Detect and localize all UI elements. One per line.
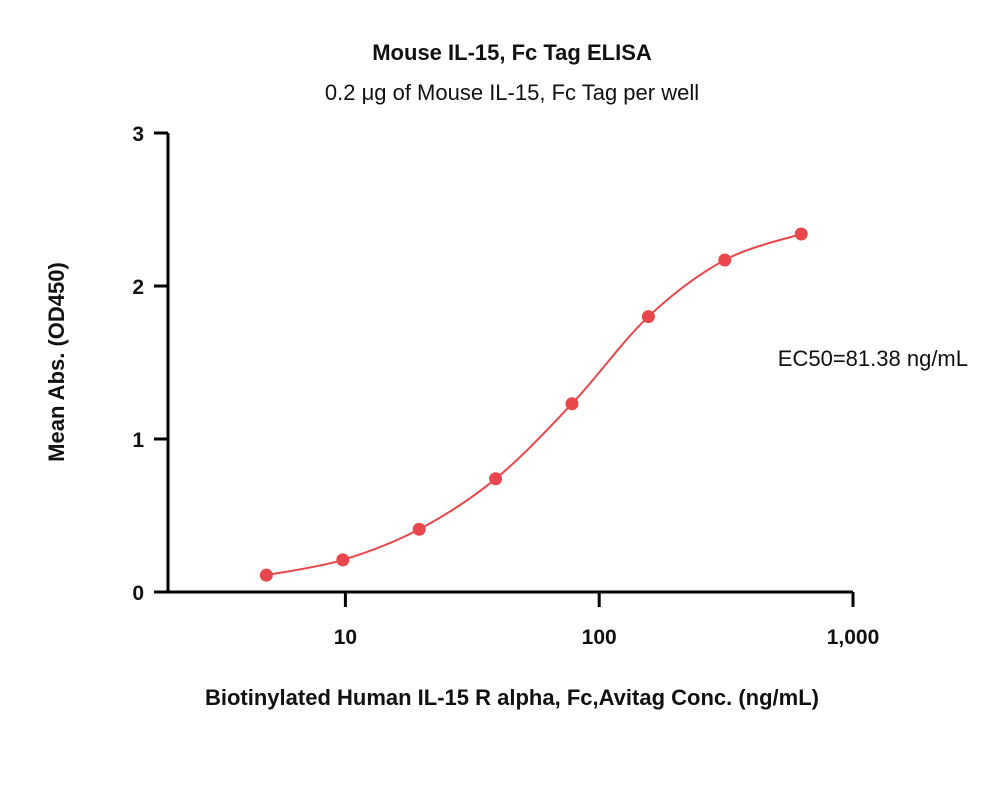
data-point xyxy=(489,472,503,486)
ec50-annotation: EC50=81.38 ng/mL xyxy=(778,346,968,371)
axes xyxy=(166,133,853,594)
chart-subtitle: 0.2 μg of Mouse IL-15, Fc Tag per well xyxy=(325,80,699,105)
y-tick-label: 3 xyxy=(132,123,144,146)
data-point xyxy=(565,397,579,411)
x-tick-label: 100 xyxy=(582,626,617,649)
data-point xyxy=(336,553,350,567)
x-axis-label: Biotinylated Human IL-15 R alpha, Fc,Avi… xyxy=(205,685,819,710)
x-axis-ticks: 10 100 1,000 xyxy=(334,592,880,649)
chart-title: Mouse IL-15, Fc Tag ELISA xyxy=(372,40,652,65)
x-tick-label: 10 xyxy=(334,626,357,649)
data-point xyxy=(794,227,808,241)
x-tick-label: 1,000 xyxy=(827,626,880,649)
y-tick-label: 0 xyxy=(132,582,144,605)
data-point xyxy=(718,253,732,267)
data-point xyxy=(412,522,426,536)
y-axis-label: Mean Abs. (OD450) xyxy=(44,262,69,462)
y-axis-ticks: 0 1 2 3 xyxy=(132,123,168,605)
data-points xyxy=(259,227,808,582)
plot-area: 0 1 2 3 10 100 1,000 xyxy=(132,123,879,649)
data-point xyxy=(641,310,655,324)
fit-curve xyxy=(266,233,802,577)
y-tick-label: 2 xyxy=(132,276,144,299)
data-point xyxy=(259,568,273,582)
y-tick-label: 1 xyxy=(132,429,144,452)
